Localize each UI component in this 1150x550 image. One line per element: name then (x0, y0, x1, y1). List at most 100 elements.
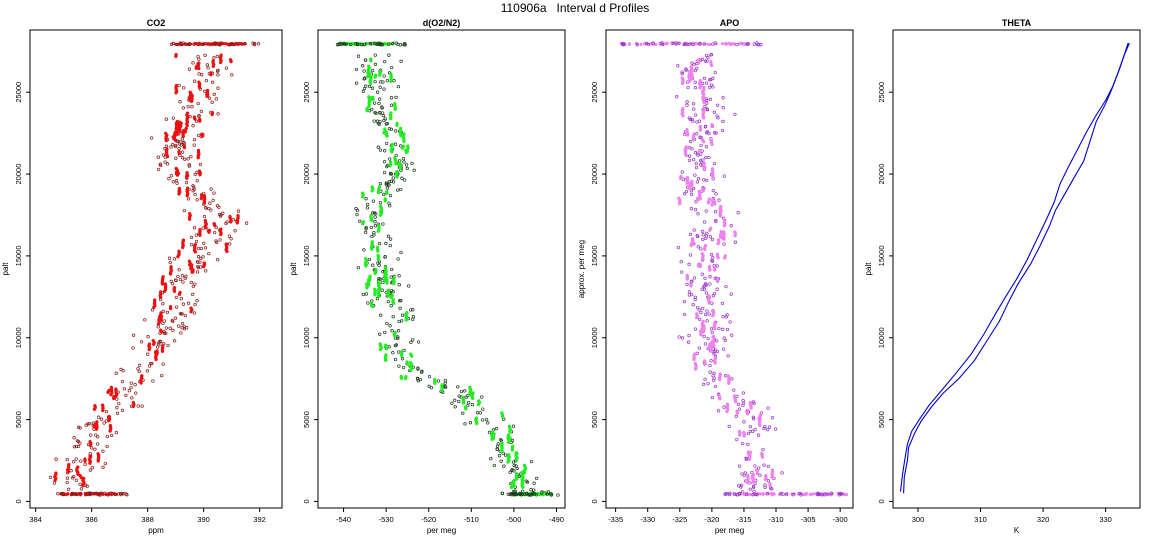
d-o2-n2-data-point (366, 301, 370, 305)
co2-data-point (180, 322, 185, 326)
d-o2-n2-data-point (389, 304, 393, 308)
d-o2-n2-data-point (392, 276, 396, 280)
co2-data-point (212, 92, 216, 97)
co2-data-point (91, 492, 96, 496)
d-o2-n2-data-point (546, 490, 551, 494)
co2-data-point (110, 433, 114, 438)
d-o2-n2-data-point (354, 67, 359, 72)
d-o2-n2-data-point (362, 77, 366, 81)
co2-data-point (72, 436, 76, 440)
co2-data-point (191, 61, 195, 65)
co2-data-point (217, 212, 222, 217)
d-o2-n2-data-point (365, 107, 369, 111)
co2-data-point (186, 197, 191, 201)
co2-x-tick-label: 386 (85, 515, 98, 524)
d-o2-n2-x-tick-label: -520 (421, 515, 436, 524)
d-o2-n2-data-point (440, 383, 444, 387)
d-o2-n2-data-point (433, 377, 437, 382)
d-o2-n2-data-point (390, 293, 394, 298)
d-o2-n2-data-point (391, 180, 396, 184)
co2-data-point (95, 442, 100, 446)
d-o2-n2-data-point (486, 421, 490, 425)
d-o2-n2-data-point (377, 97, 382, 101)
co2-data-point (101, 465, 105, 470)
d-o2-n2-data-point (362, 248, 366, 252)
d-o2-n2-data-point (370, 185, 374, 189)
co2-data-point (131, 400, 136, 405)
co2-data-point (207, 206, 211, 211)
co2-y-axis-label: palt (1, 262, 10, 276)
co2-data-point (216, 73, 220, 77)
co2-data-point (172, 285, 177, 290)
d-o2-n2-data-point (453, 398, 457, 402)
d-o2-n2-data-point (379, 313, 383, 317)
co2-data-point (170, 282, 175, 286)
co2-data-point (187, 164, 191, 168)
d-o2-n2-data-point (370, 240, 375, 244)
co2-data-point (176, 274, 180, 279)
d-o2-n2-data-point (481, 418, 485, 422)
co2-data-point (136, 367, 140, 371)
co2-data-point (180, 274, 185, 278)
d-o2-n2-data-point (364, 292, 368, 296)
co2-data-point (117, 401, 121, 406)
d-o2-n2-data-point (398, 306, 402, 310)
co2-data-point (131, 333, 136, 337)
co2-data-point (102, 421, 106, 425)
d-o2-n2-title: d(O2/N2) (423, 18, 461, 28)
co2-data-point (209, 71, 213, 75)
co2-data-point (192, 187, 196, 191)
co2-x-tick-label: 392 (253, 515, 266, 524)
co2-data-point (156, 155, 160, 159)
d-o2-n2-data-point (408, 361, 413, 365)
co2-data-point (150, 361, 154, 366)
co2-data-point (127, 389, 131, 393)
d-o2-n2-data-point (365, 206, 370, 210)
co2-data-point (194, 233, 198, 237)
d-o2-n2-data-point (387, 201, 391, 205)
co2-data-point (187, 212, 192, 216)
co2-data-point (179, 297, 183, 301)
d-o2-n2-data-point (453, 405, 457, 409)
d-o2-n2-data-point (385, 78, 390, 83)
co2-data-point (96, 452, 100, 456)
co2-data-point (97, 415, 101, 419)
co2-data-point (203, 53, 207, 58)
d-o2-n2-data-point (387, 179, 392, 184)
co2-data-point (171, 41, 175, 46)
d-o2-n2-data-point (495, 444, 500, 448)
co2-data-point (164, 117, 168, 121)
d-o2-n2-data-point (378, 85, 382, 89)
d-o2-n2-data-point (418, 377, 422, 382)
d-o2-n2-data-point (376, 145, 380, 149)
d-o2-n2-data-point (393, 142, 398, 146)
co2-data-point (95, 420, 99, 424)
co2-data-point (208, 43, 212, 47)
co2-data-point (205, 92, 209, 97)
d-o2-n2-data-point (387, 53, 391, 57)
d-o2-n2-data-point (388, 324, 392, 328)
co2-data-point (174, 166, 178, 171)
d-o2-n2-data-point (361, 292, 365, 297)
co2-data-point (72, 445, 77, 449)
co2-data-point (54, 471, 58, 475)
d-o2-n2-data-point (361, 64, 365, 68)
co2-data-point (163, 131, 168, 136)
co2-data-point (194, 119, 199, 123)
d-o2-n2-data-point (385, 321, 389, 326)
d-o2-n2-data-point (372, 287, 377, 292)
co2-data-point (199, 109, 204, 114)
co2-data-point (146, 335, 150, 339)
d-o2-n2-data-point (412, 168, 416, 172)
co2-data-point (96, 435, 100, 439)
co2-data-point (170, 143, 175, 147)
co2-data-point (88, 439, 92, 444)
d-o2-n2-data-point (511, 424, 516, 428)
d-o2-n2-data-point (396, 188, 400, 192)
d-o2-n2-data-point (372, 230, 376, 235)
co2-data-point (118, 492, 123, 496)
d-o2-n2-data-point (354, 81, 359, 85)
theta-plot-frame (892, 29, 1141, 509)
d-o2-n2-x-tick-label: -510 (464, 515, 479, 524)
co2-data-point (187, 259, 192, 264)
